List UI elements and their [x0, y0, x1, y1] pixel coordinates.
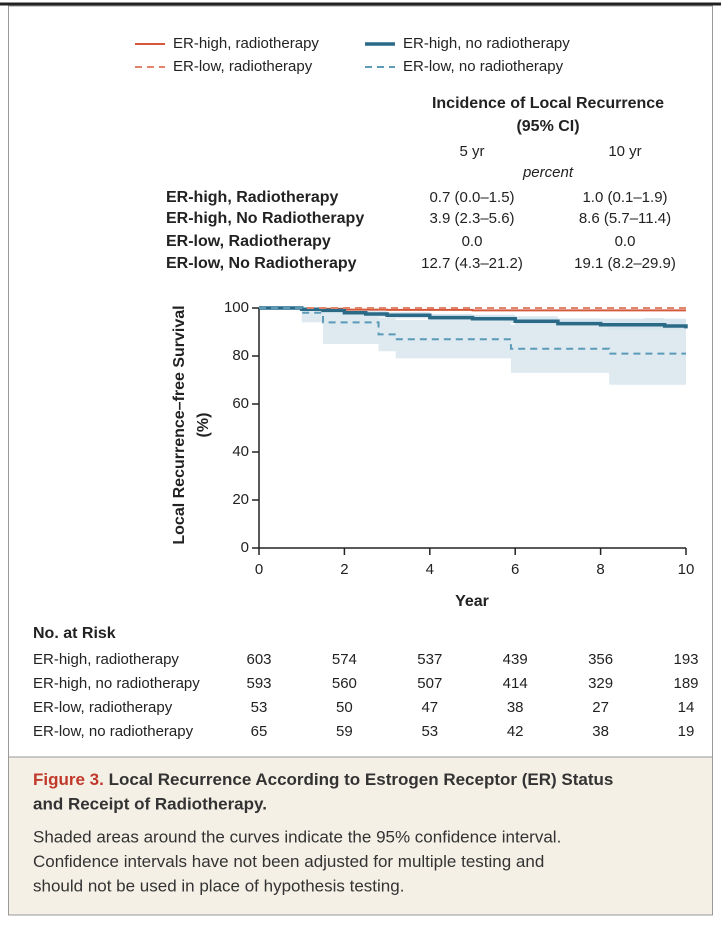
caption-body: Shaded areas around the curves indicate …	[33, 827, 561, 846]
table-cell: 8.6 (5.7–11.4)	[579, 210, 671, 227]
risk-count: 439	[503, 651, 528, 668]
y-tick-label: 60	[232, 395, 249, 412]
caption-title-text: Local Recurrence According to Estrogen R…	[109, 770, 614, 789]
x-tick-label: 10	[678, 561, 695, 578]
survival-curve	[259, 307, 686, 355]
risk-count: 189	[673, 675, 698, 692]
table-column-header: 10 yr	[608, 143, 641, 160]
y-axis-title: (%)	[195, 413, 212, 438]
risk-count: 65	[251, 723, 268, 740]
risk-count: 193	[673, 651, 698, 668]
y-tick-label: 100	[224, 299, 249, 316]
legend-label: ER-low, radiotherapy	[173, 58, 313, 75]
table-row-label: ER-low, Radiotherapy	[166, 233, 331, 250]
caption-title: and Receipt of Radiotherapy.	[33, 794, 267, 813]
table-cell: 19.1 (8.2–29.9)	[574, 255, 676, 272]
caption-body: Confidence intervals have not been adjus…	[33, 852, 544, 871]
frame	[8, 5, 713, 916]
risk-count: 329	[588, 675, 613, 692]
x-axis-title: Year	[455, 593, 489, 610]
legend-label: ER-low, no radiotherapy	[403, 58, 564, 75]
risk-row-label: ER-high, no radiotherapy	[33, 675, 200, 692]
risk-count: 27	[592, 699, 609, 716]
caption-title: Figure 3. Local Recurrence According to …	[33, 770, 613, 789]
risk-row-label: ER-high, radiotherapy	[33, 651, 179, 668]
table-cell: 0.7 (0.0–1.5)	[429, 189, 514, 206]
x-tick-label: 6	[511, 561, 519, 578]
risk-count: 414	[503, 675, 528, 692]
x-tick-label: 8	[596, 561, 604, 578]
risk-count: 593	[246, 675, 271, 692]
table-row-label: ER-high, No Radiotherapy	[166, 210, 364, 227]
survival-curve	[259, 306, 688, 329]
risk-count: 53	[421, 723, 438, 740]
legend-label: ER-high, radiotherapy	[173, 35, 319, 52]
risk-count: 356	[588, 651, 613, 668]
table-row-label: ER-low, No Radiotherapy	[166, 255, 357, 272]
risk-count: 14	[678, 699, 695, 716]
risk-count: 574	[332, 651, 357, 668]
x-tick-label: 0	[255, 561, 263, 578]
caption-background	[9, 757, 712, 915]
risk-count: 537	[417, 651, 442, 668]
table-unit: percent	[522, 164, 574, 181]
y-tick-label: 80	[232, 347, 249, 364]
risk-count: 603	[246, 651, 271, 668]
risk-row-label: ER-low, radiotherapy	[33, 699, 173, 716]
risk-table-title: No. at Risk	[33, 625, 116, 642]
risk-count: 507	[417, 675, 442, 692]
y-tick-label: 20	[232, 491, 249, 508]
risk-count: 53	[251, 699, 268, 716]
figure-label: Figure 3.	[33, 770, 104, 789]
y-axis-title: Local Recurrence–free Survival	[171, 305, 188, 544]
x-tick-label: 2	[340, 561, 348, 578]
legend-label: ER-high, no radiotherapy	[403, 35, 570, 52]
table-cell: 3.9 (2.3–5.6)	[429, 210, 514, 227]
risk-count: 42	[507, 723, 524, 740]
table-cell: 0.0	[615, 233, 636, 250]
y-tick-label: 40	[232, 443, 249, 460]
risk-count: 38	[507, 699, 524, 716]
table-title: Incidence of Local Recurrence	[432, 95, 664, 112]
risk-count: 59	[336, 723, 353, 740]
confidence-band	[259, 308, 686, 385]
y-tick-label: 0	[241, 539, 249, 556]
risk-count: 19	[678, 723, 695, 740]
risk-row-label: ER-low, no radiotherapy	[33, 723, 194, 740]
table-row-label: ER-high, Radiotherapy	[166, 189, 339, 206]
table-column-header: 5 yr	[459, 143, 484, 160]
risk-count: 50	[336, 699, 353, 716]
caption-body: should not be used in place of hypothesi…	[33, 876, 404, 895]
table-cell: 1.0 (0.1–1.9)	[582, 189, 667, 206]
table-title: (95% CI)	[516, 118, 579, 135]
x-tick-label: 4	[426, 561, 434, 578]
risk-count: 560	[332, 675, 357, 692]
table-cell: 0.0	[462, 233, 483, 250]
table-cell: 12.7 (4.3–21.2)	[421, 255, 523, 272]
risk-count: 38	[592, 723, 609, 740]
risk-count: 47	[421, 699, 438, 716]
